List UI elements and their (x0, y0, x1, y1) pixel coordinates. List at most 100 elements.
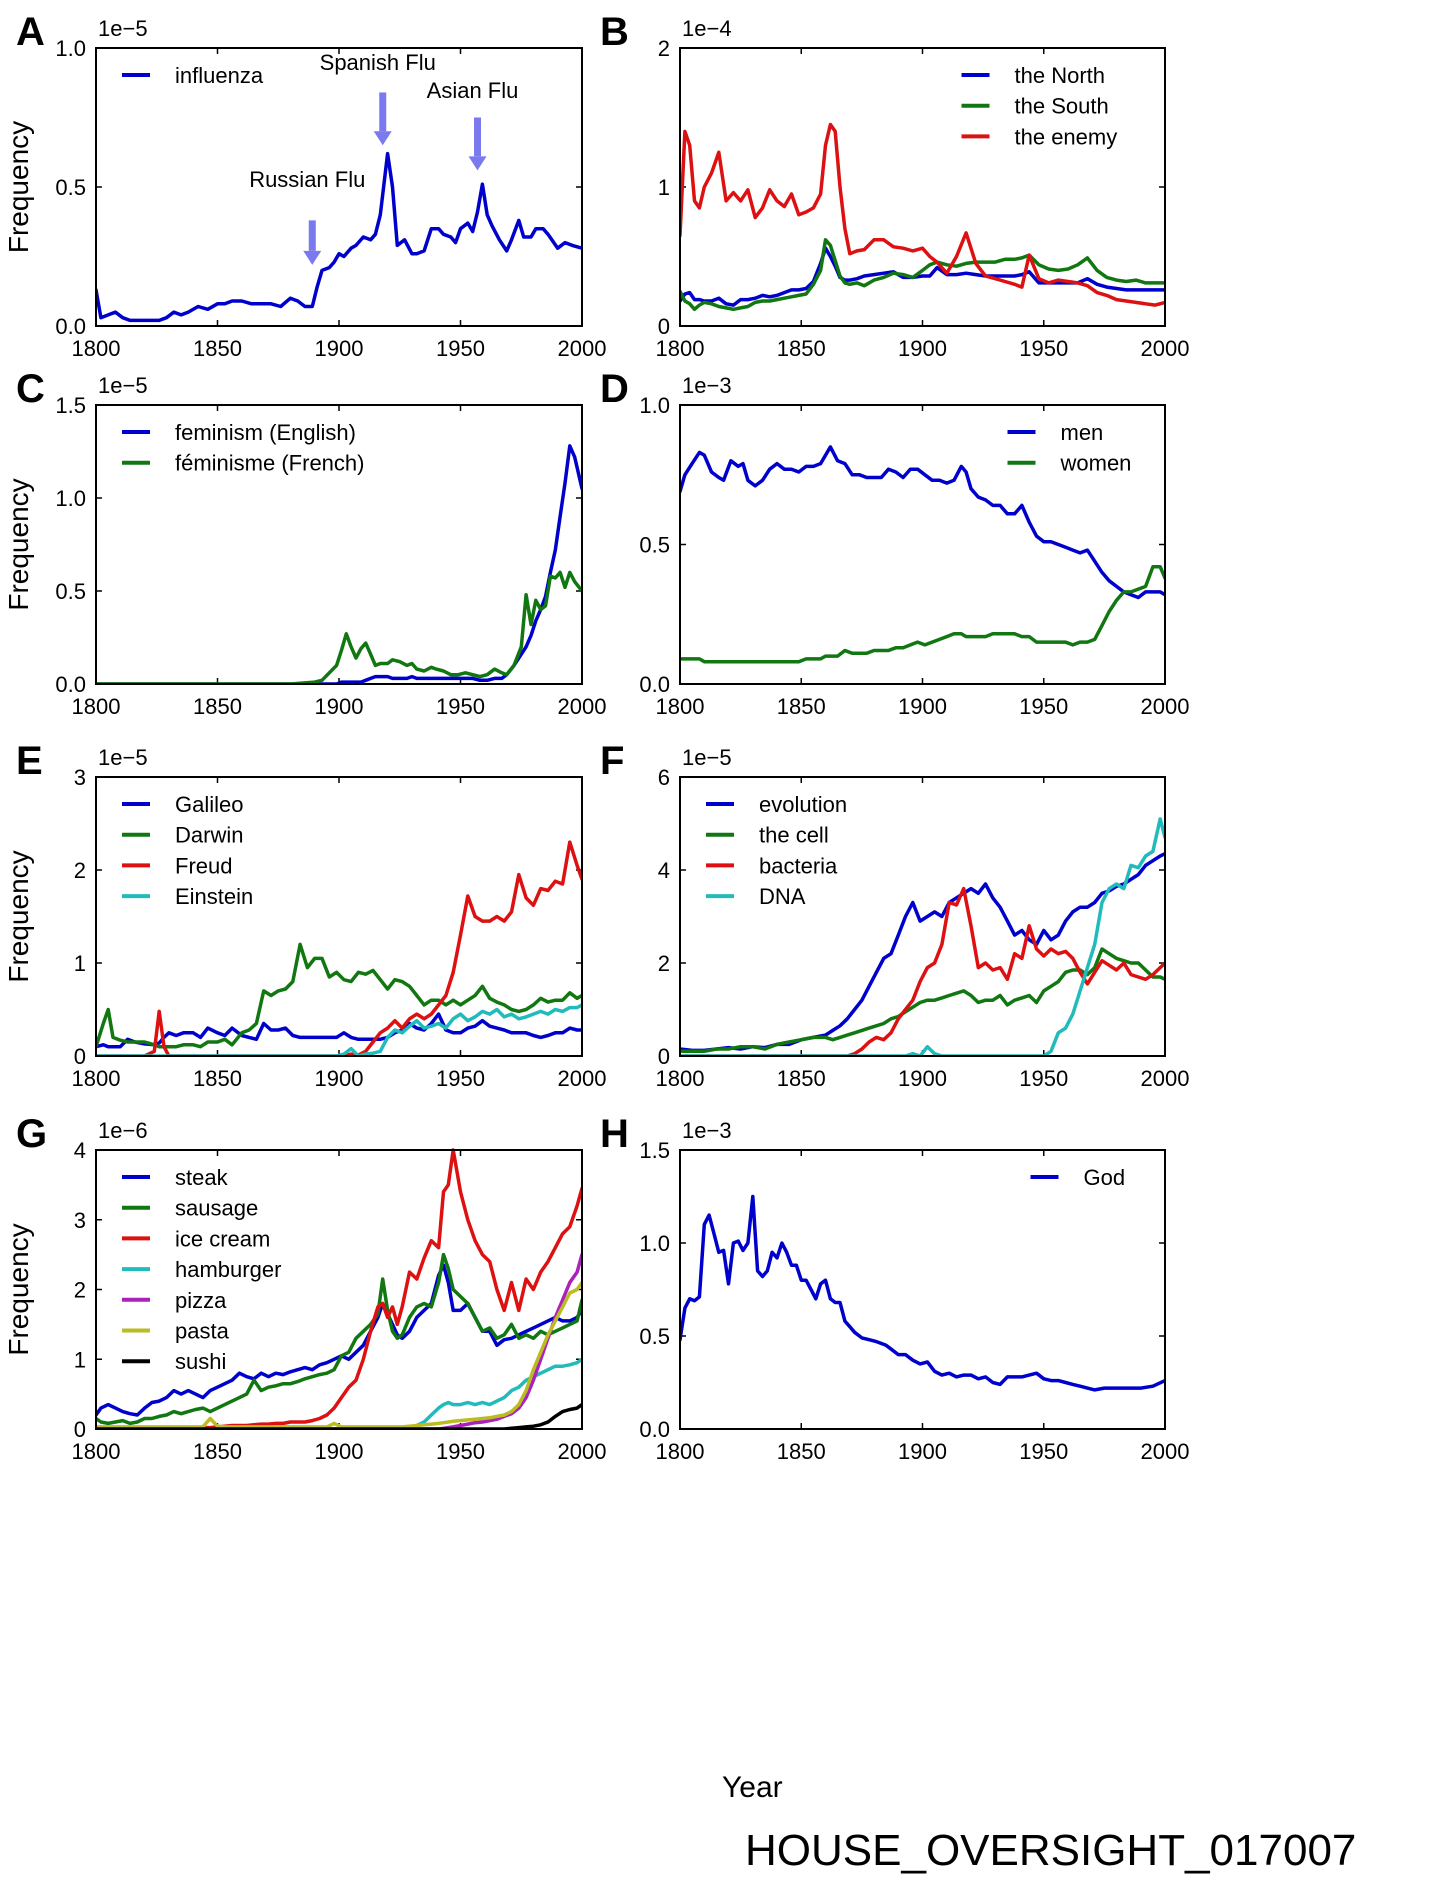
series-line-the-enemy (680, 122, 1165, 307)
legend-label: steak (175, 1165, 229, 1190)
plot-frame (95, 404, 583, 685)
y-axis-label: Frequency (3, 121, 34, 253)
legend-label: the enemy (1015, 124, 1118, 149)
legend-item: influenza (122, 63, 264, 88)
legend: the North the South the enemy (961, 63, 1118, 149)
y-tick-label: 1.5 (639, 1138, 670, 1163)
legend-item: God (1030, 1165, 1126, 1190)
legend-item: féminisme (French) (122, 451, 364, 476)
plot-frame (95, 776, 583, 1057)
panel-f: F 1e−5 1800 1850 1900 1950 2000 0 2 4 6 evolution th… (600, 739, 1189, 1091)
y-tick-label: 1.0 (639, 1231, 670, 1256)
y-tick-label: 4 (658, 858, 670, 883)
annotation-arrow (303, 220, 322, 265)
panel-letter-g: G (16, 1112, 47, 1156)
legend-item: men (1007, 420, 1104, 445)
x-tick-label: 1800 (72, 336, 121, 361)
y-scale-label: 1e−5 (98, 16, 148, 41)
x-tick-label: 1850 (193, 1439, 242, 1464)
x-tick-label: 1900 (898, 1066, 947, 1091)
legend-item: sushi (122, 1349, 226, 1374)
x-tick-label: 1900 (315, 694, 364, 719)
x-tick-label: 1850 (777, 694, 826, 719)
legend-item: bacteria (706, 853, 838, 878)
annotation-label: Spanish Flu (320, 50, 436, 75)
footer-document-id: HOUSE_OVERSIGHT_017007 (745, 1826, 1356, 1875)
plot-frame (95, 47, 583, 327)
y-scale-label: 1e−5 (682, 745, 732, 770)
series-line-women (680, 565, 1165, 664)
x-tick-label: 1850 (193, 1066, 242, 1091)
series-line-bacteria (680, 886, 1165, 1056)
x-tick-label: 1950 (436, 336, 485, 361)
x-tick-label: 2000 (558, 336, 607, 361)
legend-label: sushi (175, 1349, 226, 1374)
legend-label: the North (1015, 63, 1106, 88)
y-scale-label: 1e−3 (682, 373, 732, 398)
figure-xlabel: Year (722, 1771, 783, 1804)
y-scale-label: 1e−4 (682, 16, 732, 41)
y-tick-label: 0.5 (639, 1324, 670, 1349)
x-tick-label: 2000 (558, 1439, 607, 1464)
x-tick-label: 1950 (436, 1439, 485, 1464)
legend: men women (1007, 420, 1132, 476)
panel-letter-b: B (600, 10, 629, 54)
plot-frame (679, 1149, 1166, 1430)
x-tick-label: 1850 (193, 694, 242, 719)
legend-label: Darwin (175, 823, 243, 848)
legend-label: bacteria (759, 853, 838, 878)
x-tick-label: 2000 (558, 1066, 607, 1091)
panel-a: A 1e−5 Frequency 1800 1850 1900 1950 2000 0.0 0.5… (3, 10, 606, 361)
x-tick-label: 1950 (1019, 1066, 1068, 1091)
y-tick-label: 2 (658, 951, 670, 976)
y-tick-label: 0.5 (55, 175, 86, 200)
x-tick-label: 1850 (777, 1439, 826, 1464)
y-tick-label: 0.0 (55, 314, 86, 339)
legend-label: féminisme (French) (175, 451, 364, 476)
legend: influenza (122, 63, 264, 88)
plot-frame (95, 1149, 583, 1430)
legend-item: the enemy (961, 124, 1118, 149)
y-tick-label: 1 (74, 951, 86, 976)
legend-label: the South (1015, 94, 1109, 119)
y-tick-label: 2 (74, 1278, 86, 1303)
legend-label: God (1084, 1165, 1126, 1190)
x-tick-label: 1900 (898, 1439, 947, 1464)
x-tick-label: 1900 (315, 1439, 364, 1464)
series-line-god (680, 1194, 1165, 1392)
legend-label: women (1060, 451, 1132, 476)
annotation-label: Asian Flu (427, 78, 519, 103)
legend-item: steak (122, 1165, 229, 1190)
x-tick-label: 1900 (315, 336, 364, 361)
legend-item: hamburger (122, 1257, 281, 1282)
y-tick-label: 1 (658, 175, 670, 200)
y-tick-label: 6 (658, 765, 670, 790)
y-axis-label: Frequency (3, 1223, 34, 1355)
legend-label: evolution (759, 792, 847, 817)
panel-letter-e: E (16, 739, 43, 783)
legend-label: hamburger (175, 1257, 281, 1282)
series-line-the-cell (680, 947, 1165, 1054)
legend-item: the South (961, 94, 1109, 119)
panel-letter-h: H (600, 1112, 629, 1156)
series-line-f-minisme-french (96, 570, 582, 684)
legend-label: ice cream (175, 1226, 270, 1251)
y-scale-label: 1e−5 (98, 373, 148, 398)
series-line-influenza (96, 151, 582, 323)
y-tick-label: 4 (74, 1138, 86, 1163)
series-line-pizza (96, 1252, 582, 1429)
x-tick-label: 1900 (315, 1066, 364, 1091)
y-scale-label: 1e−3 (682, 1118, 732, 1143)
legend-item: ice cream (122, 1226, 270, 1251)
x-tick-label: 1800 (656, 1066, 705, 1091)
y-tick-label: 2 (74, 858, 86, 883)
y-tick-label: 0.0 (639, 672, 670, 697)
panel-letter-f: F (600, 739, 624, 783)
y-tick-label: 1.5 (55, 393, 86, 418)
legend-label: men (1061, 420, 1104, 445)
y-tick-label: 0 (658, 314, 670, 339)
legend-item: the North (961, 63, 1106, 88)
legend-label: feminism (English) (175, 420, 356, 445)
legend-item: pasta (122, 1319, 230, 1344)
x-tick-label: 1850 (193, 336, 242, 361)
